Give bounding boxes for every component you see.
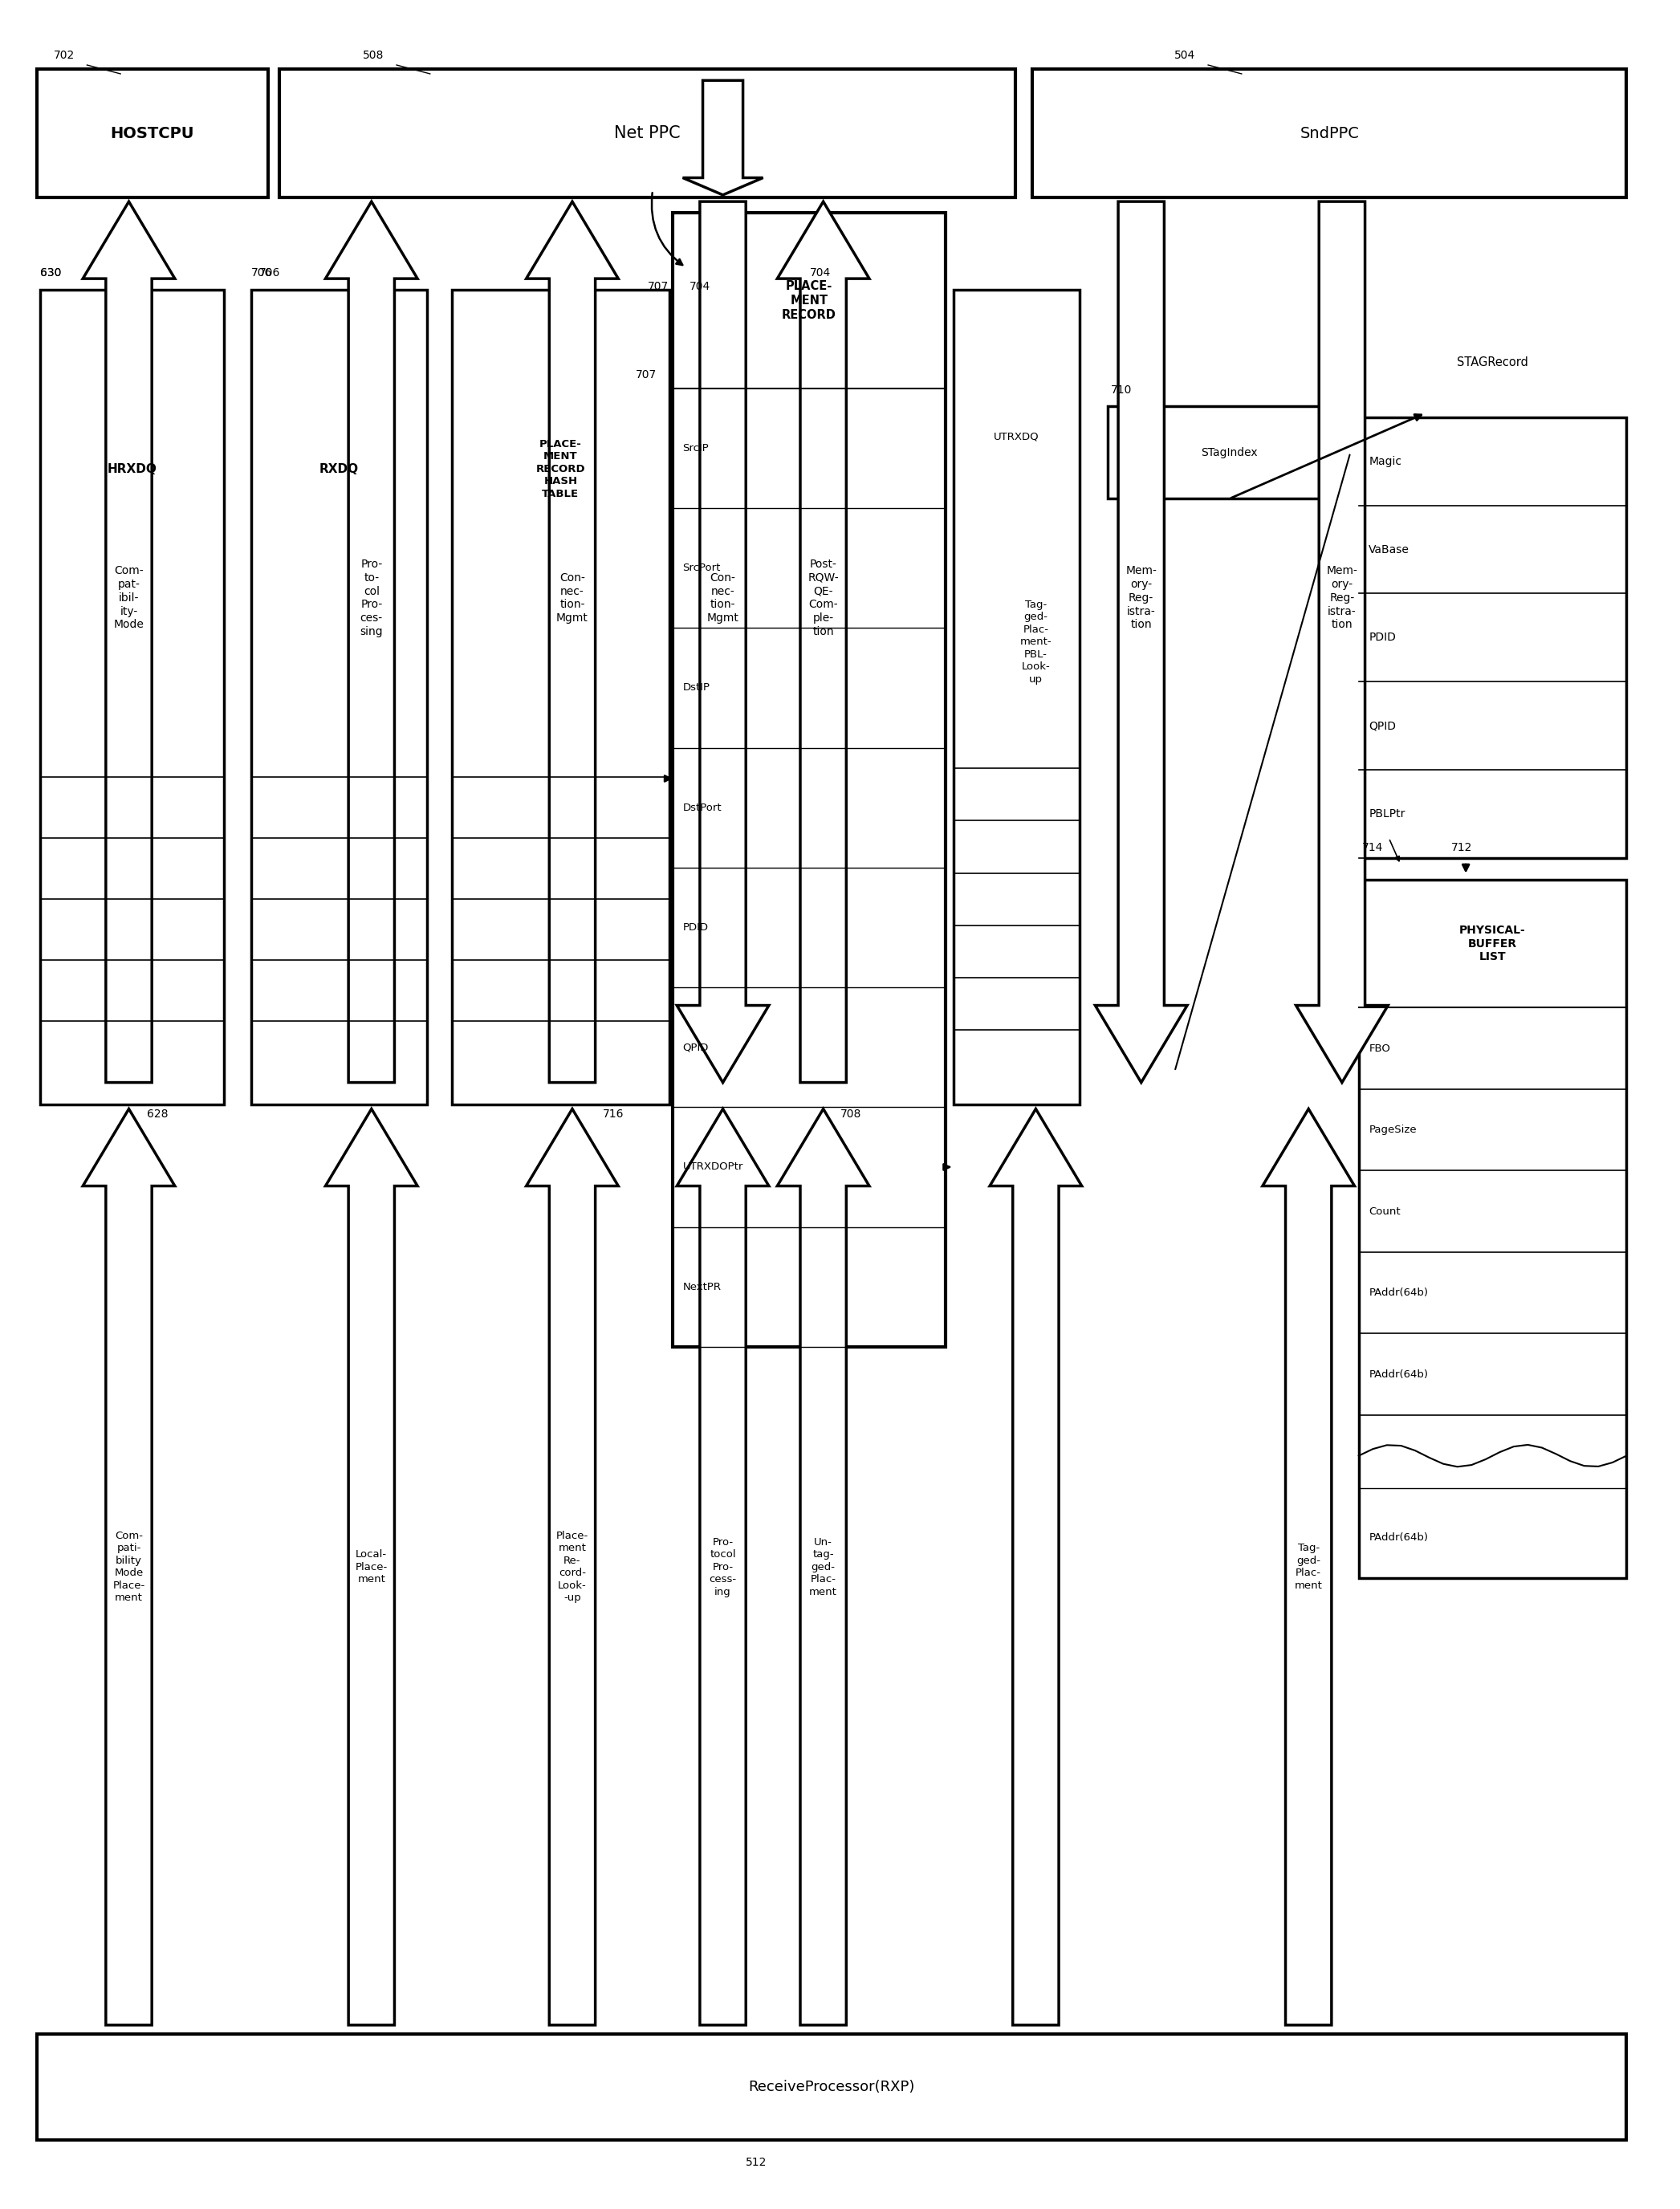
Text: PageSize: PageSize xyxy=(1369,1124,1416,1135)
Text: PDID: PDID xyxy=(682,921,709,932)
Text: 704: 704 xyxy=(810,267,832,278)
Text: FBO: FBO xyxy=(1369,1043,1391,1054)
Bar xyxy=(250,289,427,1104)
Polygon shape xyxy=(677,201,769,1082)
Text: Mem-
ory-
Reg-
istra-
tion: Mem- ory- Reg- istra- tion xyxy=(1327,566,1357,630)
Text: Magic: Magic xyxy=(1369,455,1401,466)
Bar xyxy=(37,68,267,197)
Bar xyxy=(954,289,1079,1104)
Polygon shape xyxy=(778,1109,869,2026)
Bar xyxy=(1107,406,1351,499)
Text: Com-
pat-
ibil-
ity-
Mode: Com- pat- ibil- ity- Mode xyxy=(114,566,144,630)
Text: UTRXDOPtr: UTRXDOPtr xyxy=(682,1162,743,1173)
Bar xyxy=(1359,879,1626,1577)
Polygon shape xyxy=(677,1109,769,2026)
Text: DstPort: DstPort xyxy=(682,802,722,813)
Text: 706: 706 xyxy=(250,267,272,278)
Text: 630: 630 xyxy=(40,267,62,278)
Text: 708: 708 xyxy=(840,1109,862,1120)
Polygon shape xyxy=(82,1109,175,2026)
Text: 716: 716 xyxy=(603,1109,623,1120)
Text: PAddr(64b): PAddr(64b) xyxy=(1369,1288,1428,1299)
Text: PAddr(64b): PAddr(64b) xyxy=(1369,1533,1428,1542)
Text: RXDQ: RXDQ xyxy=(319,464,358,475)
Bar xyxy=(279,68,1016,197)
Bar xyxy=(452,289,669,1104)
Text: PHYSICAL-
BUFFER
LIST: PHYSICAL- BUFFER LIST xyxy=(1460,926,1525,963)
Text: SrcPort: SrcPort xyxy=(682,563,721,574)
Text: 714: 714 xyxy=(1362,842,1383,853)
Text: Place-
ment
Re-
cord-
Look-
-up: Place- ment Re- cord- Look- -up xyxy=(556,1531,588,1604)
Text: 628: 628 xyxy=(148,1109,168,1120)
Bar xyxy=(1359,418,1626,857)
Text: 512: 512 xyxy=(746,2158,766,2169)
Text: Con-
nec-
tion-
Mgmt: Con- nec- tion- Mgmt xyxy=(707,572,739,623)
Text: Tag-
ged-
Plac-
ment: Tag- ged- Plac- ment xyxy=(1295,1544,1322,1590)
Polygon shape xyxy=(526,1109,618,2026)
Text: HRXDQ: HRXDQ xyxy=(108,464,156,475)
Text: PBLPtr: PBLPtr xyxy=(1369,808,1404,820)
Polygon shape xyxy=(778,201,869,1082)
Polygon shape xyxy=(326,201,418,1082)
Text: 710: 710 xyxy=(1110,384,1132,395)
Text: QPID: QPID xyxy=(1369,720,1396,731)
Polygon shape xyxy=(326,1109,418,2026)
Text: STAGRecord: STAGRecord xyxy=(1457,356,1529,369)
Text: Com-
pati-
bility
Mode
Place-
ment: Com- pati- bility Mode Place- ment xyxy=(113,1531,144,1604)
Text: SndPPC: SndPPC xyxy=(1300,126,1359,141)
Text: STagIndex: STagIndex xyxy=(1201,446,1257,457)
Text: QPID: QPID xyxy=(682,1043,709,1051)
Text: PLACE-
MENT
RECORD: PLACE- MENT RECORD xyxy=(781,281,837,320)
Text: Un-
tag-
ged-
Plac-
ment: Un- tag- ged- Plac- ment xyxy=(810,1537,837,1597)
Bar xyxy=(37,2034,1626,2141)
Text: 702: 702 xyxy=(54,49,74,60)
Polygon shape xyxy=(1095,201,1188,1082)
Polygon shape xyxy=(1295,201,1388,1082)
Text: 704: 704 xyxy=(689,281,711,292)
Text: PAddr(64b): PAddr(64b) xyxy=(1369,1370,1428,1378)
Bar xyxy=(1033,68,1626,197)
Polygon shape xyxy=(526,201,618,1082)
Text: PDID: PDID xyxy=(1369,632,1396,643)
Text: Mem-
ory-
Reg-
istra-
tion: Mem- ory- Reg- istra- tion xyxy=(1126,566,1158,630)
Text: 508: 508 xyxy=(363,49,385,60)
Text: 712: 712 xyxy=(1452,842,1472,853)
Polygon shape xyxy=(682,80,763,194)
Text: NextPR: NextPR xyxy=(682,1281,721,1292)
Text: PLACE-
MENT
RECORD
HASH
TABLE: PLACE- MENT RECORD HASH TABLE xyxy=(536,440,585,499)
Text: 630: 630 xyxy=(40,267,62,278)
Text: Local-
Place-
ment: Local- Place- ment xyxy=(354,1549,388,1584)
Polygon shape xyxy=(1262,1109,1354,2026)
Text: 707: 707 xyxy=(647,281,669,292)
Text: VaBase: VaBase xyxy=(1369,543,1410,554)
Polygon shape xyxy=(82,201,175,1082)
Text: Net PPC: Net PPC xyxy=(615,126,680,141)
Text: DstIP: DstIP xyxy=(682,683,711,694)
Text: Pro-
tocol
Pro-
cess-
ing: Pro- tocol Pro- cess- ing xyxy=(709,1537,736,1597)
Text: SrcIP: SrcIP xyxy=(682,444,709,453)
Text: Count: Count xyxy=(1369,1206,1401,1217)
Bar xyxy=(40,289,223,1104)
Text: 706: 706 xyxy=(259,267,281,278)
Text: 707: 707 xyxy=(635,369,657,380)
Text: Con-
nec-
tion-
Mgmt: Con- nec- tion- Mgmt xyxy=(556,572,588,623)
Polygon shape xyxy=(990,1109,1082,2026)
Text: Post-
RQW-
QE-
Com-
ple-
tion: Post- RQW- QE- Com- ple- tion xyxy=(808,559,838,636)
Text: UTRXDQ: UTRXDQ xyxy=(995,431,1040,442)
Bar xyxy=(672,212,946,1347)
Text: Tag-
ged-
Plac-
ment-
PBL-
Look-
up: Tag- ged- Plac- ment- PBL- Look- up xyxy=(1020,599,1052,685)
Text: Pro-
to-
col
Pro-
ces-
sing: Pro- to- col Pro- ces- sing xyxy=(360,559,383,636)
Text: 504: 504 xyxy=(1174,49,1196,60)
Text: HOSTCPU: HOSTCPU xyxy=(111,126,195,141)
Text: ReceiveProcessor(RXP): ReceiveProcessor(RXP) xyxy=(748,2079,916,2094)
